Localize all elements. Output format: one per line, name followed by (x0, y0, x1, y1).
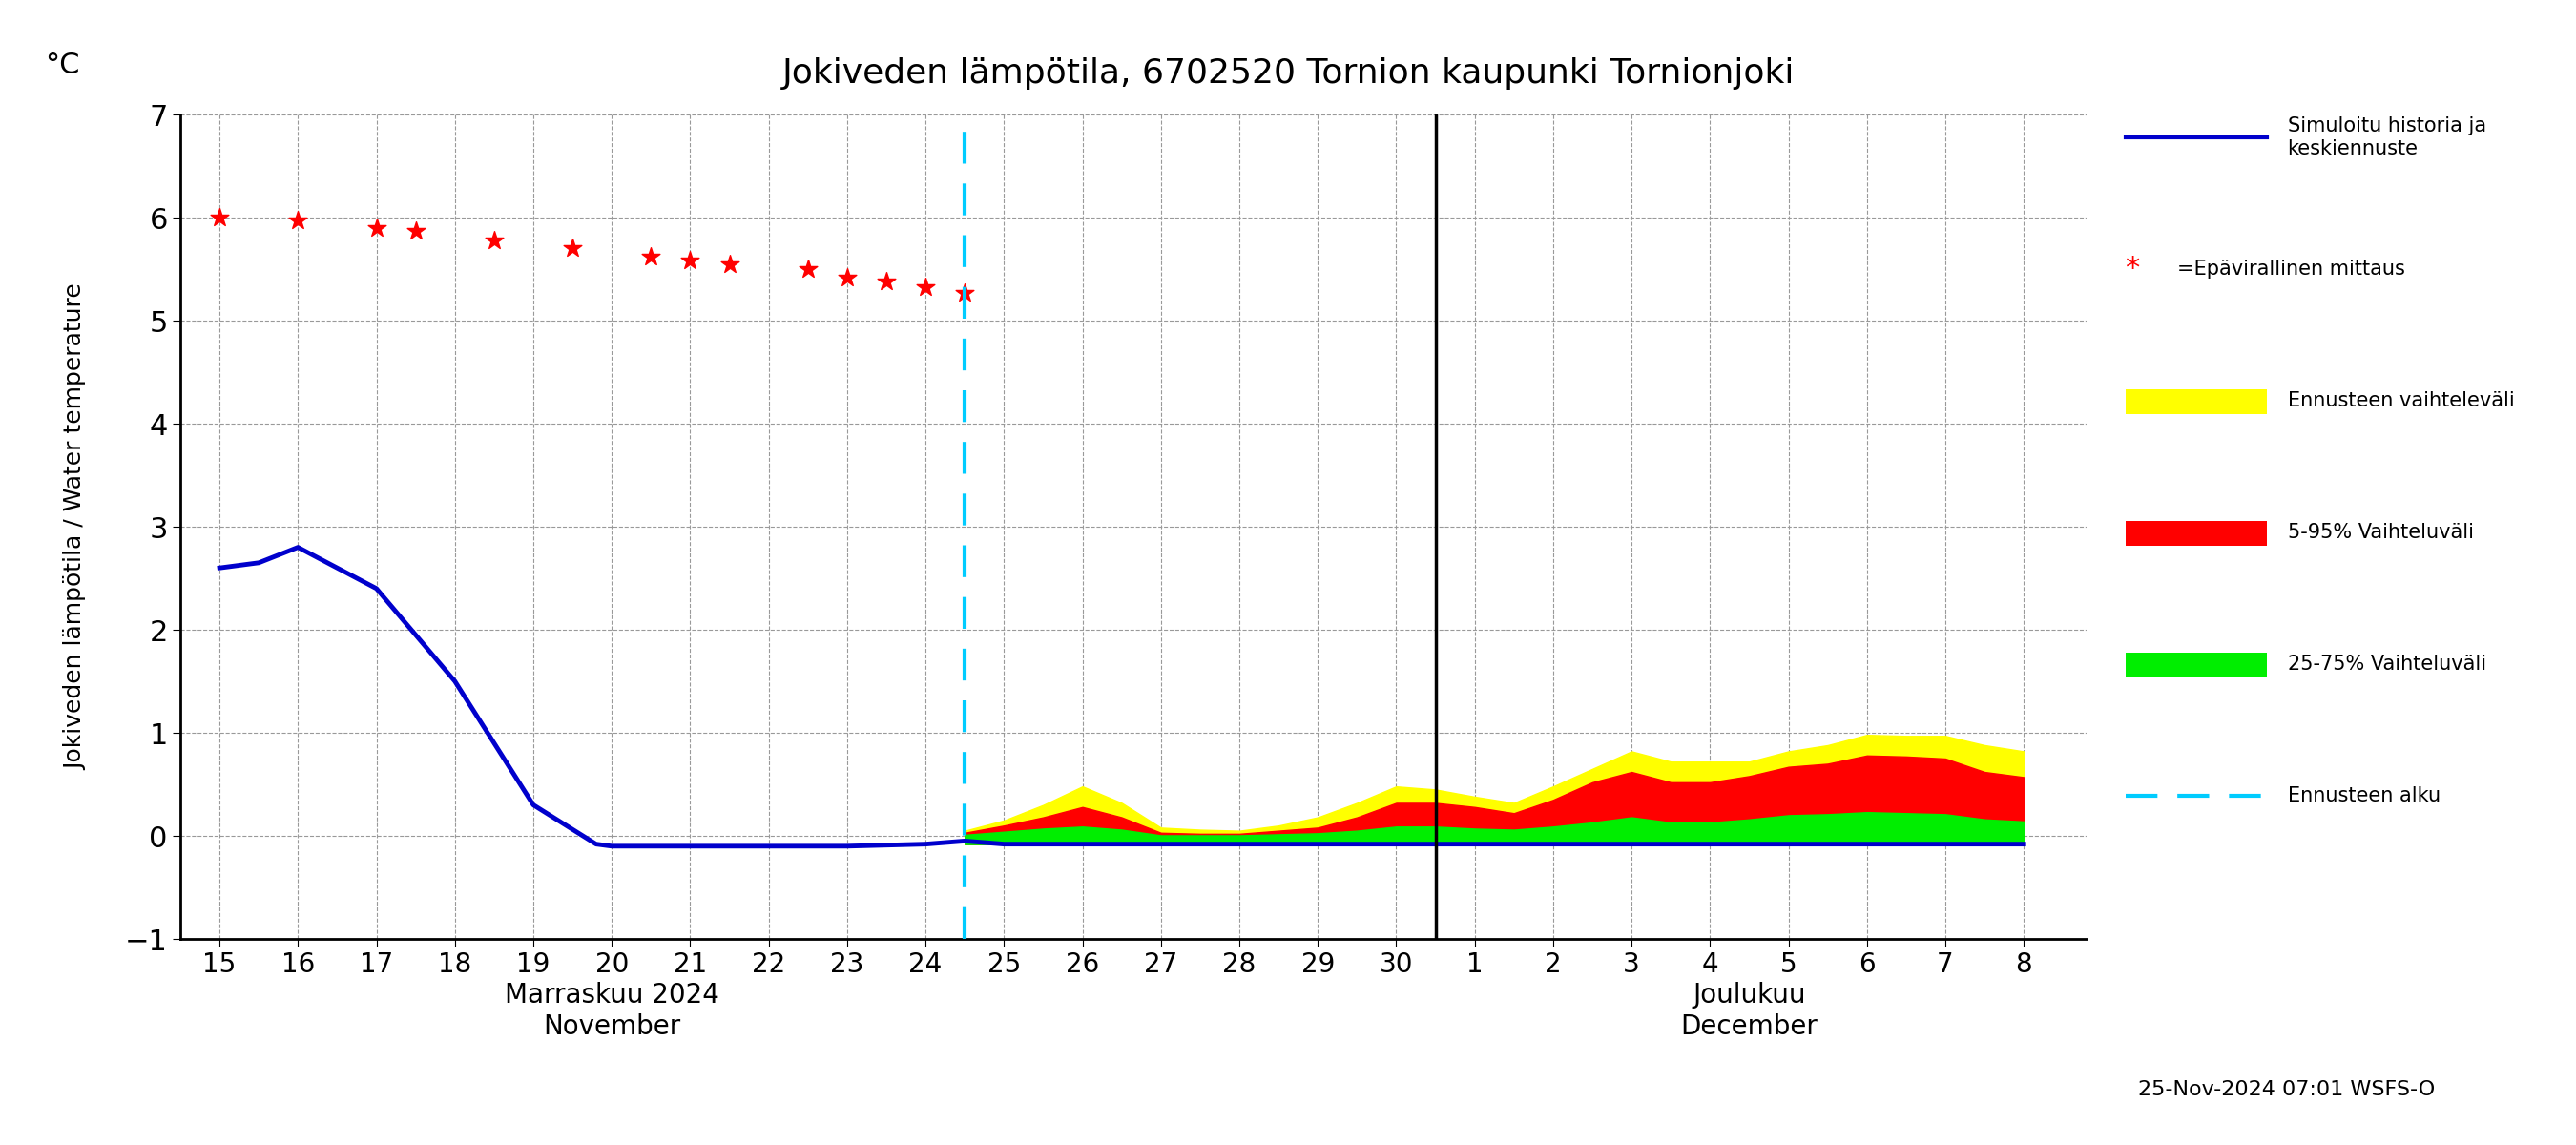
Text: Jokiveden lämpötila / Water temperature: Jokiveden lämpötila / Water temperature (64, 284, 88, 769)
Point (278, 212, 319, 230)
Point (904, 278, 945, 297)
Point (788, 260, 829, 278)
Text: 25-75% Vaihteluväli: 25-75% Vaihteluväli (2287, 655, 2486, 673)
Text: Joulukuu
December: Joulukuu December (1680, 982, 1819, 1040)
Point (708, 254, 750, 273)
Point (551, 239, 592, 258)
Text: *: * (2125, 255, 2141, 283)
Text: Jokiveden lämpötila, 6702520 Tornion kaupunki Tornionjoki: Jokiveden lämpötila, 6702520 Tornion kau… (781, 57, 1795, 89)
Point (670, 252, 711, 270)
Point (827, 268, 868, 286)
Text: Ennusteen vaihteleväli: Ennusteen vaihteleväli (2287, 392, 2514, 410)
Point (355, 219, 397, 237)
Point (945, 284, 987, 302)
Point (198, 208, 240, 227)
Text: Simuloitu historia ja
keskiennuste: Simuloitu historia ja keskiennuste (2287, 117, 2486, 158)
Text: °C: °C (44, 52, 80, 79)
Point (394, 222, 435, 240)
Text: =Epävirallinen mittaus: =Epävirallinen mittaus (2177, 260, 2403, 278)
Text: 5-95% Vaihteluväli: 5-95% Vaihteluväli (2287, 523, 2473, 542)
Text: 25-Nov-2024 07:01 WSFS-O: 25-Nov-2024 07:01 WSFS-O (2138, 1080, 2434, 1099)
Point (474, 231, 515, 250)
Point (866, 273, 907, 291)
Point (631, 247, 672, 266)
Text: Marraskuu 2024
November: Marraskuu 2024 November (505, 982, 719, 1040)
Text: Ennusteen alku: Ennusteen alku (2287, 787, 2439, 805)
